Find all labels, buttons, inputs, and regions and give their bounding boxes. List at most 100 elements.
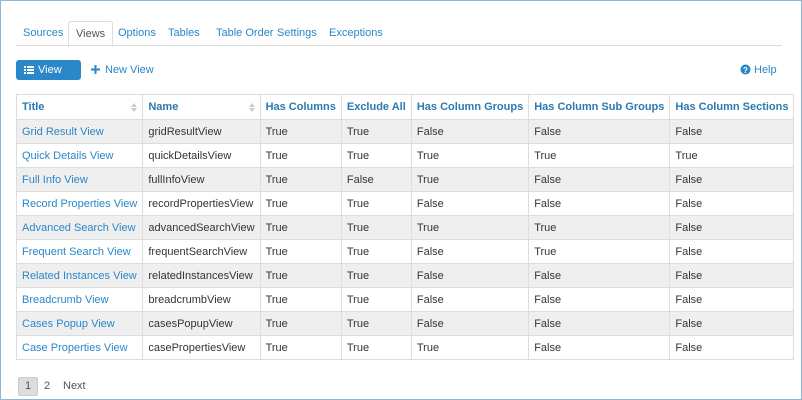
table-cell: Related Instances View bbox=[15, 263, 144, 288]
tab[interactable]: Tables bbox=[168, 27, 200, 39]
next-button[interactable]: Next bbox=[63, 380, 86, 392]
table-cell: True bbox=[259, 311, 342, 336]
table-row: Case Properties View casePropertiesView Tr… bbox=[15, 335, 795, 360]
table-cell: casePropertiesView bbox=[142, 335, 261, 360]
tab[interactable]: Settings bbox=[277, 27, 317, 39]
header-label: Has Column Sub Groups bbox=[534, 101, 665, 113]
view-list-button[interactable]: View List bbox=[16, 60, 81, 96]
view-title-link[interactable]: Frequent Search View bbox=[22, 245, 131, 258]
view-title-link[interactable]: Case Properties View bbox=[22, 341, 128, 354]
view-title-link[interactable]: Grid Result View bbox=[22, 125, 104, 138]
table-cell: True bbox=[340, 311, 412, 336]
table-cell: False bbox=[669, 239, 795, 264]
table-cell: False bbox=[669, 311, 795, 336]
help-icon: ? bbox=[740, 64, 751, 75]
cell-text: False bbox=[675, 125, 703, 138]
cell-text: True bbox=[346, 149, 370, 162]
cell-text: relatedInstancesView bbox=[148, 269, 253, 282]
view-title-link[interactable]: Cases Popup View bbox=[22, 317, 115, 330]
tab[interactable]: Options bbox=[118, 27, 156, 39]
cell-text: False bbox=[534, 269, 562, 282]
table-cell: False bbox=[410, 287, 530, 312]
list-icon bbox=[24, 66, 34, 74]
cell-text: False bbox=[675, 341, 703, 354]
view-title-link[interactable]: Related Instances View bbox=[22, 269, 137, 282]
table-cell: False bbox=[528, 167, 671, 192]
cell-text: True bbox=[346, 221, 370, 234]
button-label: View List bbox=[38, 64, 62, 96]
view-title-link[interactable]: Advanced Search View bbox=[22, 221, 136, 234]
cell-text: True bbox=[265, 269, 288, 282]
cell-text: False bbox=[346, 173, 374, 186]
column-header[interactable]: Name bbox=[142, 94, 261, 120]
cell-text: True bbox=[346, 245, 370, 258]
table-cell: False bbox=[410, 239, 530, 264]
page-button[interactable]: 1 bbox=[18, 377, 38, 396]
cell-text: True bbox=[346, 197, 370, 210]
cell-text: recordPropertiesView bbox=[148, 197, 254, 210]
cell-text: False bbox=[534, 125, 562, 138]
column-header: Has Column Groups bbox=[410, 94, 530, 120]
cell-text: True bbox=[346, 341, 370, 354]
table-cell: True bbox=[410, 335, 530, 360]
view-title-link[interactable]: Full Info View bbox=[22, 173, 88, 186]
column-header: Has Column Sub Groups bbox=[528, 94, 671, 120]
table-cell: Cases Popup View bbox=[15, 311, 144, 336]
header-label: Name bbox=[148, 101, 179, 113]
column-header[interactable]: Title bbox=[15, 94, 144, 120]
table-cell: False bbox=[669, 119, 795, 144]
cell-text: True bbox=[346, 293, 370, 306]
table-cell: False bbox=[528, 287, 671, 312]
header-row: Title Name Has Columns Exclude All Has Colum… bbox=[15, 94, 795, 120]
cell-text: False bbox=[675, 197, 703, 210]
cell-text: fullInfoView bbox=[148, 173, 205, 186]
cell-text: True bbox=[416, 341, 440, 354]
cell-text: False bbox=[534, 317, 562, 330]
table-cell: True bbox=[340, 335, 412, 360]
table-cell: True bbox=[340, 215, 412, 240]
view-title-link[interactable]: Breadcrumb View bbox=[22, 293, 109, 306]
table-cell: True bbox=[259, 119, 342, 144]
cell-text: True bbox=[265, 245, 288, 258]
cell-text: True bbox=[265, 173, 288, 186]
table-cell: True bbox=[410, 167, 530, 192]
table-cell: True bbox=[340, 239, 412, 264]
table-cell: True bbox=[259, 167, 342, 192]
table-cell: Case Properties View bbox=[15, 335, 144, 360]
table-cell: Breadcrumb View bbox=[15, 287, 144, 312]
table-cell: False bbox=[669, 335, 795, 360]
table-cell: True bbox=[259, 263, 342, 288]
link-label: Help bbox=[754, 64, 777, 76]
tab[interactable]: Table Order bbox=[216, 27, 274, 39]
cell-text: False bbox=[534, 293, 562, 306]
page-button[interactable]: 2 bbox=[43, 380, 51, 392]
cell-text: True bbox=[265, 197, 288, 210]
table-cell: False bbox=[669, 191, 795, 216]
views-table: Title Name Has Columns Exclude All Has Colum… bbox=[15, 94, 795, 360]
header-label: Has Columns bbox=[265, 101, 336, 113]
header-label: Title bbox=[22, 101, 45, 113]
table-cell: Advanced Search View bbox=[15, 215, 144, 240]
table-cell: False bbox=[528, 119, 671, 144]
view-title-link[interactable]: Record Properties View bbox=[22, 197, 138, 210]
table-cell: Full Info View bbox=[15, 167, 144, 192]
table-cell: recordPropertiesView bbox=[142, 191, 261, 216]
cell-text: advancedSearchView bbox=[148, 221, 255, 234]
view-title-link[interactable]: Quick Details View bbox=[22, 149, 114, 162]
table-cell: Frequent Search View bbox=[15, 239, 144, 264]
tab[interactable]: Sources bbox=[23, 27, 64, 39]
table-cell: True bbox=[259, 287, 342, 312]
table-cell: True bbox=[259, 215, 342, 240]
table-cell: fullInfoView bbox=[142, 167, 261, 192]
cell-text: False bbox=[675, 317, 703, 330]
table-cell: True bbox=[340, 119, 412, 144]
table-cell: True bbox=[259, 191, 342, 216]
tab[interactable]: Views bbox=[68, 21, 114, 47]
table-cell: True bbox=[340, 287, 412, 312]
table-cell: Record Properties View bbox=[15, 191, 144, 216]
table-cell: relatedInstancesView bbox=[142, 263, 261, 288]
table-row: Cases Popup View casesPopupView True True Fa… bbox=[15, 311, 795, 336]
table-cell: casesPopupView bbox=[142, 311, 261, 336]
tab[interactable]: Exceptions bbox=[329, 27, 383, 39]
